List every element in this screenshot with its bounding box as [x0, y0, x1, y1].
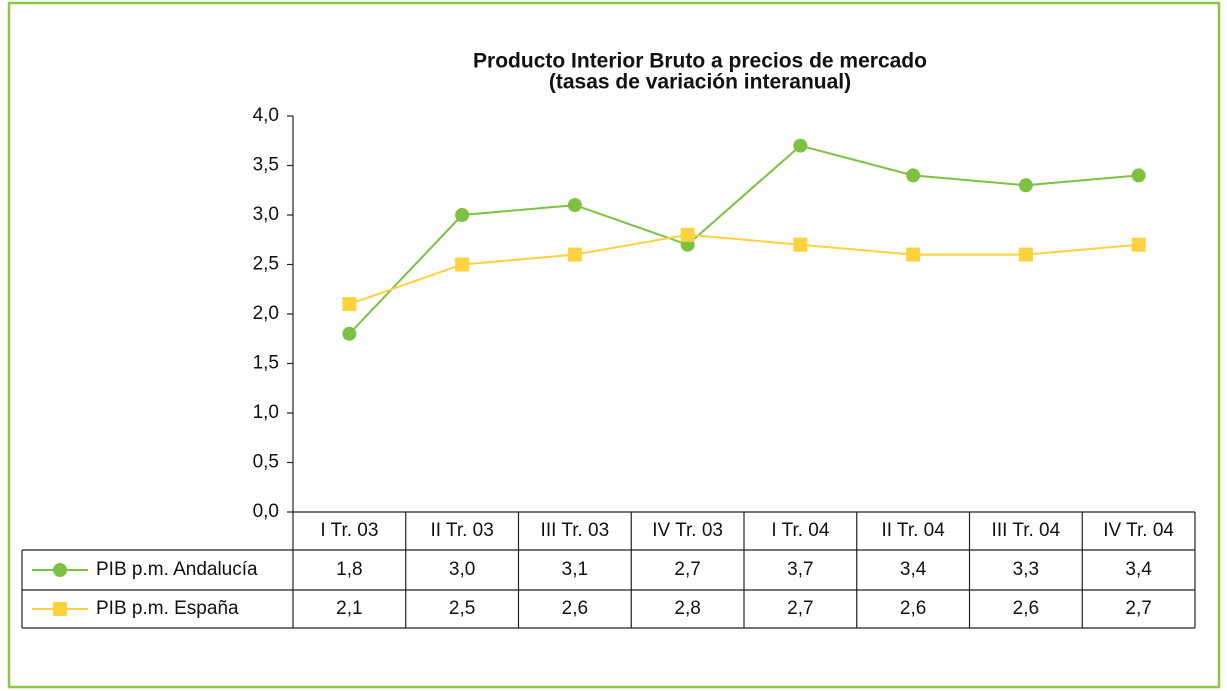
table-value: 2,7 [674, 559, 700, 580]
marker [567, 198, 582, 213]
x-tick-label: IV Tr. 04 [1103, 520, 1174, 541]
series-line [349, 233, 1139, 306]
x-tick-label: II Tr. 04 [881, 520, 945, 541]
chart-title: Producto Interior Bruto a precios de mer… [473, 50, 927, 73]
marker [906, 168, 921, 183]
table-value: 2,8 [674, 598, 700, 619]
y-tick-label: 2,5 [253, 254, 279, 275]
marker [1018, 178, 1033, 193]
y-tick-label: 4,0 [253, 105, 279, 126]
marker [1018, 247, 1033, 262]
marker [793, 237, 808, 252]
y-tick-label: 0,5 [253, 452, 279, 473]
table-value: 1,8 [336, 559, 362, 580]
y-tick-label: 1,0 [253, 402, 279, 423]
marker [567, 247, 582, 262]
table-value: 3,4 [1125, 559, 1152, 580]
legend-label: PIB p.m. Andalucía [96, 559, 258, 580]
y-tick-label: 0,0 [253, 501, 279, 522]
table-value: 2,6 [900, 598, 926, 619]
x-tick-label: III Tr. 03 [541, 520, 610, 541]
legend-label: PIB p.m. España [96, 598, 239, 619]
table-value: 3,1 [562, 559, 588, 580]
marker [1131, 237, 1146, 252]
table-value: 2,6 [1013, 598, 1039, 619]
y-tick-label: 3,0 [253, 204, 279, 225]
table-value: 2,6 [562, 598, 588, 619]
table-value: 3,7 [787, 559, 813, 580]
table-value: 2,7 [787, 598, 813, 619]
table-value: 2,7 [1125, 598, 1151, 619]
marker [455, 257, 470, 272]
x-tick-label: II Tr. 03 [430, 520, 493, 541]
table-value: 3,0 [449, 559, 475, 580]
marker [1131, 168, 1146, 183]
table-value: 2,1 [336, 598, 362, 619]
table-value: 2,5 [449, 598, 475, 619]
x-tick-label: IV Tr. 03 [652, 520, 723, 541]
legend-marker [53, 602, 67, 616]
marker [680, 227, 695, 242]
marker [342, 326, 357, 341]
y-tick-label: 2,0 [253, 303, 279, 324]
y-tick-label: 3,5 [253, 155, 279, 176]
legend-marker [53, 563, 67, 577]
marker [455, 208, 470, 222]
frame [7, 1, 1221, 689]
table-value: 3,4 [900, 559, 927, 580]
series-line [348, 144, 1139, 335]
x-tick-label: I Tr. 04 [771, 520, 830, 541]
chart-subtitle: (tasas de variación interanual) [549, 71, 851, 94]
marker [906, 247, 921, 262]
y-tick-label: 1,5 [253, 353, 279, 374]
marker [342, 297, 357, 312]
x-tick-label: III Tr. 04 [992, 520, 1061, 541]
x-tick-label: I Tr. 03 [320, 520, 378, 541]
marker [793, 138, 808, 153]
table-value: 3,3 [1013, 559, 1039, 580]
